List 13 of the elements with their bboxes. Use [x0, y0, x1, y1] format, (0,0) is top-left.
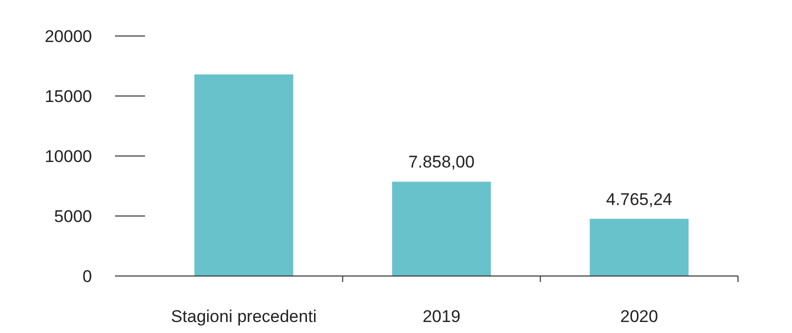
- y-tick-label: 0: [82, 266, 92, 286]
- x-tick-label: Stagioni precedenti: [171, 307, 317, 326]
- y-tick-label: 5000: [54, 206, 92, 226]
- data-label: 7.858,00: [408, 152, 475, 172]
- x-tick-label: 2020: [620, 307, 658, 326]
- x-tick-label: 2019: [422, 307, 460, 326]
- y-tick-label: 15000: [44, 86, 92, 106]
- bar: [590, 218, 689, 276]
- y-tick-label: 20000: [44, 26, 92, 46]
- data-label: 4.765,24: [606, 190, 672, 209]
- bar: [194, 74, 294, 276]
- bar: [392, 182, 491, 276]
- y-tick-label: 10000: [44, 146, 92, 166]
